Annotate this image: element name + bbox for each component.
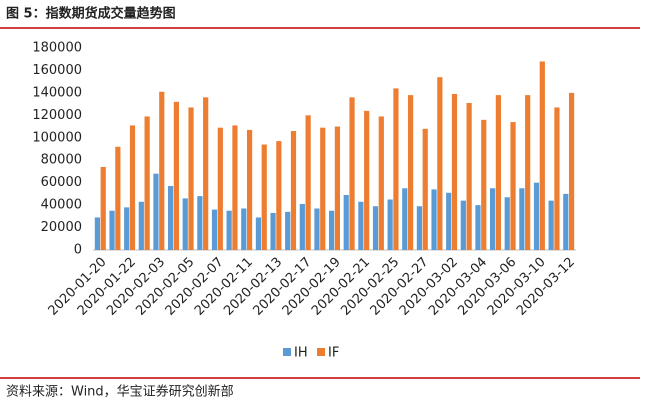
y-tick-label: 120000	[32, 108, 82, 123]
bar	[539, 61, 545, 250]
legend-label: IH	[294, 346, 308, 361]
legend-label: IF	[328, 346, 339, 361]
bar	[525, 95, 531, 250]
y-tick-label: 100000	[32, 130, 82, 145]
bar	[159, 91, 165, 251]
bar	[495, 95, 501, 250]
bar	[490, 188, 496, 250]
bar	[446, 192, 452, 250]
y-tick-label: 160000	[32, 63, 82, 78]
bar	[334, 126, 340, 250]
bar	[416, 206, 423, 250]
bar	[548, 200, 554, 250]
bar	[431, 189, 437, 250]
bar	[475, 205, 481, 250]
bar	[290, 131, 297, 250]
bar	[168, 186, 174, 250]
bar	[197, 196, 203, 250]
bar	[387, 199, 393, 250]
bar	[378, 116, 384, 250]
bar	[232, 125, 238, 250]
bar	[504, 197, 510, 250]
bar	[481, 119, 487, 250]
bar	[358, 201, 364, 250]
bar	[533, 182, 540, 250]
bar	[276, 141, 282, 250]
bar	[138, 201, 144, 250]
bar	[211, 209, 218, 250]
legend-swatch	[283, 348, 291, 356]
y-tick-label: 140000	[32, 85, 82, 100]
bar	[343, 195, 349, 250]
y-tick-label: 60000	[41, 175, 82, 190]
bar	[554, 107, 560, 250]
bar	[364, 110, 370, 250]
bar	[320, 127, 326, 250]
bar	[285, 211, 291, 250]
bar	[510, 122, 516, 250]
bar	[173, 101, 179, 250]
y-tick-label: 0	[74, 243, 82, 258]
y-tick-label: 20000	[41, 220, 82, 235]
bar	[129, 125, 136, 250]
bar	[305, 115, 311, 250]
bar	[226, 210, 232, 250]
bar	[466, 102, 472, 250]
bar	[203, 97, 209, 250]
bar	[407, 95, 414, 250]
bar	[246, 129, 253, 250]
bar	[314, 208, 320, 250]
y-tick-label: 80000	[41, 153, 82, 168]
bar	[437, 77, 443, 250]
bar	[568, 92, 575, 250]
bar	[393, 88, 399, 251]
bar	[144, 116, 150, 250]
source: 资料来源：Wind，华宝证券研究创新部	[6, 384, 234, 400]
bar	[422, 128, 428, 250]
legend-swatch	[317, 348, 325, 356]
bar	[115, 146, 121, 250]
bar	[451, 94, 458, 250]
bar	[261, 144, 267, 250]
bar	[100, 166, 106, 250]
bar	[372, 206, 379, 250]
bar	[563, 193, 569, 250]
bar	[124, 207, 130, 250]
bar	[402, 188, 408, 250]
bar	[349, 97, 355, 250]
bar	[153, 173, 159, 250]
bar	[217, 127, 223, 250]
bar	[182, 198, 188, 250]
y-tick-label: 180000	[32, 41, 82, 56]
bar	[188, 107, 194, 250]
bar	[329, 210, 335, 250]
bar	[270, 212, 276, 250]
bar	[299, 203, 305, 250]
bar	[241, 208, 247, 250]
y-tick-label: 40000	[41, 198, 82, 213]
bar	[109, 210, 115, 250]
chart-title: 图 5：指数期货成交量趋势图	[6, 6, 176, 22]
bar	[460, 200, 466, 250]
bar	[519, 188, 525, 250]
bar	[94, 217, 101, 250]
bar	[255, 217, 262, 250]
